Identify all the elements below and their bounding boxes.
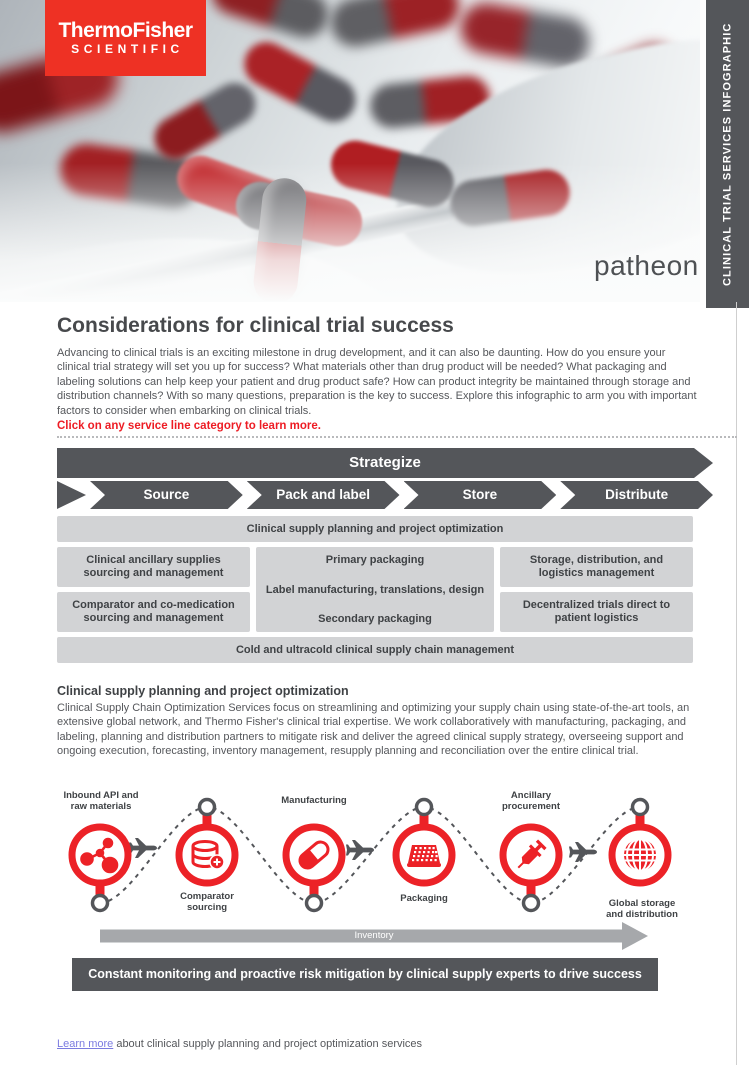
page-title: Considerations for clinical trial succes… [57,314,454,337]
phase-source[interactable]: Source [90,481,243,509]
flow-step-comparator-sourcing[interactable] [175,797,239,887]
thermofisher-logo: ThermoFisher SCIENTIFIC [45,0,206,76]
service-label-manufacturing[interactable]: Label manufacturing, translations, desig… [265,583,485,596]
airplane-icon [346,840,374,860]
phase-lead-chevron-icon [57,481,86,509]
airplane-icon [569,842,597,862]
learn-more-link[interactable]: Learn more [57,1038,114,1050]
vertical-banner-label: CLINICAL TRIAL SERVICES INFOGRAPHIC [721,22,734,286]
service-secondary-packaging[interactable]: Secondary packaging [318,613,432,625]
phase-arrow-row: Source Pack and label Store Distribute [57,481,713,509]
capsule-decoration [236,34,364,130]
syringe-icon [517,839,547,869]
flow-step-ancillary-procurement[interactable] [499,823,563,913]
service-packaging-group: Primary packaging Label manufacturing, t… [256,547,494,632]
flow-label-ancillary: Ancillary procurement [501,790,561,812]
dotted-divider [57,436,737,438]
capsule-decoration [205,0,335,44]
strategize-arrow[interactable]: Strategize [57,448,713,478]
cta-text: Click on any service line category to le… [57,420,321,432]
service-primary-packaging[interactable]: Primary packaging [325,554,425,566]
flow-step-packaging[interactable] [392,797,456,887]
capsule-icon [298,840,330,870]
service-decentralized-trials[interactable]: Decentralized trials direct to patient l… [500,592,693,632]
monitoring-banner: Constant monitoring and proactive risk m… [72,958,658,991]
flow-step-manufacturing[interactable] [282,823,346,913]
database-plus-icon [191,840,225,870]
capsule-decoration [146,75,264,167]
service-comparator-sourcing[interactable]: Comparator and co-medication sourcing an… [57,592,250,632]
flow-label-packaging: Packaging [400,893,448,904]
flow-label-comparator: Comparator sourcing [180,891,234,913]
service-clinical-supply-planning[interactable]: Clinical supply planning and project opt… [57,516,693,542]
logo-subtitle: SCIENTIFIC [71,42,184,56]
page-edge-line [736,302,737,1065]
service-storage-distribution[interactable]: Storage, distribution, and logistics man… [500,547,693,587]
flow-label-manufacturing: Manufacturing [281,795,347,806]
hero-fade [0,163,700,302]
section-paragraph: Clinical Supply Chain Optimization Servi… [57,702,690,758]
section-title: Clinical supply planning and project opt… [57,684,349,698]
flow-label-inbound-api: Inbound API and raw materials [63,790,139,812]
service-cold-chain[interactable]: Cold and ultracold clinical supply chain… [57,637,693,663]
phase-pack-and-label[interactable]: Pack and label [247,481,400,509]
flow-step-inbound-api[interactable] [68,823,132,913]
globe-icon [624,838,656,872]
service-grid: Clinical supply planning and project opt… [57,516,693,663]
airplane-icon [129,838,157,858]
hero-photo: ThermoFisher SCIENTIFIC patheon [0,0,700,302]
phase-distribute[interactable]: Distribute [560,481,713,509]
flow-step-global-storage[interactable] [608,797,672,887]
logo-wordmark: ThermoFisher [58,19,193,42]
phase-store[interactable]: Store [404,481,557,509]
service-ancillary-supplies[interactable]: Clinical ancillary supplies sourcing and… [57,547,250,587]
patheon-wordmark: patheon [594,250,699,281]
flow-svg [68,797,672,913]
capsule-decoration [326,0,464,51]
footer-line: Learn more about clinical supply plannin… [57,1038,422,1050]
dashed-route-line [99,805,641,905]
blister-pack-icon [407,845,441,867]
intro-paragraph: Advancing to clinical trials is an excit… [57,347,697,417]
footer-text: about clinical supply planning and proje… [113,1038,423,1050]
capsule-decoration [456,0,594,71]
supply-chain-flow-diagram: Inbound API and raw materials Comparator… [57,780,693,922]
inventory-arrow: Inventory [100,922,648,950]
flow-label-global-storage: Global storage and distribution [606,898,678,920]
molecule-icon [80,837,119,874]
vertical-banner: CLINICAL TRIAL SERVICES INFOGRAPHIC [706,0,749,308]
